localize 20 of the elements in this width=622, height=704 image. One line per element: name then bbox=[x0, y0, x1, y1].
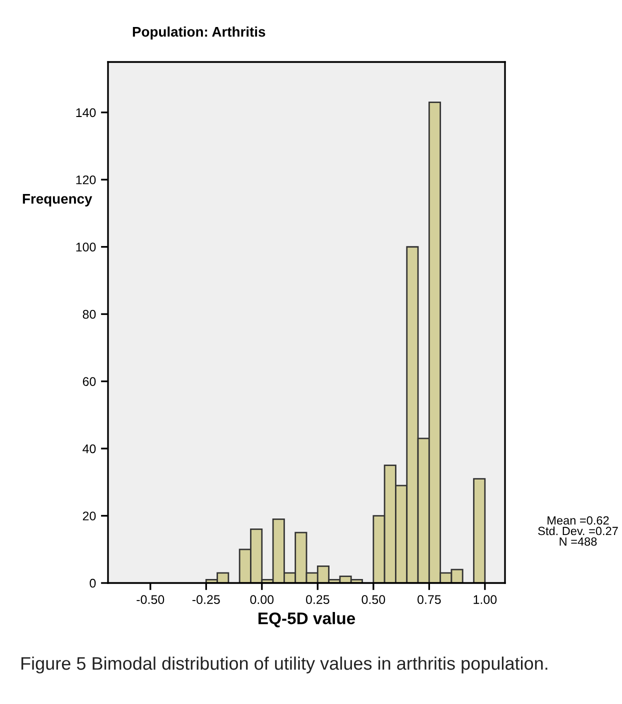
x-tick-label: -0.25 bbox=[192, 595, 220, 604]
x-tick-label: 0.75 bbox=[417, 595, 441, 604]
y-tick-label: 60 bbox=[82, 377, 96, 386]
x-tick-label: -0.50 bbox=[136, 595, 164, 604]
y-axis-title: Frequency bbox=[22, 194, 92, 206]
y-tick-label: 40 bbox=[82, 444, 96, 454]
text: Mean =0.62 Std. Dev. =0.27 N =488 bbox=[538, 516, 618, 546]
y-tick-label: 100 bbox=[76, 242, 96, 252]
x-tick-label: 0.00 bbox=[250, 595, 274, 604]
x-axis-title: EQ-5D value bbox=[258, 612, 356, 628]
caption: Figure 5 Bimodal distribution of utility values in arthritis population. bbox=[21, 656, 548, 674]
x-tick-label: 0.50 bbox=[362, 595, 386, 604]
x-tick-label: 0.25 bbox=[306, 595, 330, 604]
y-tick-label: 80 bbox=[82, 310, 96, 319]
y-tick-label: 20 bbox=[82, 512, 96, 520]
y-tick-label: 140 bbox=[76, 108, 96, 118]
x-tick-label: 1.00 bbox=[474, 595, 497, 604]
y-tick-label: 0 bbox=[90, 578, 96, 588]
chart-title: Population: Arthritis bbox=[132, 26, 266, 40]
y-tick-label: 120 bbox=[76, 175, 96, 184]
